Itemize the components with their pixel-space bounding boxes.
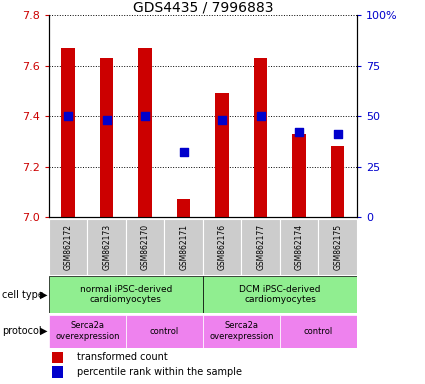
Bar	[254, 58, 267, 217]
Text: cell type: cell type	[2, 290, 44, 300]
Bar	[100, 58, 113, 217]
Point	[296, 129, 303, 136]
Text: control: control	[304, 327, 333, 336]
Text: GSM862177: GSM862177	[256, 223, 265, 270]
Bar	[139, 48, 152, 217]
Bar	[203, 315, 280, 348]
Text: control: control	[150, 327, 179, 336]
Text: percentile rank within the sample: percentile rank within the sample	[76, 367, 241, 377]
Bar	[241, 219, 280, 275]
Bar	[126, 315, 203, 348]
Text: ▶: ▶	[40, 326, 47, 336]
Point	[334, 131, 341, 137]
Text: ▶: ▶	[40, 290, 47, 300]
Text: DCM iPSC-derived
cardiomyocytes: DCM iPSC-derived cardiomyocytes	[239, 285, 321, 305]
Bar	[215, 93, 229, 217]
Bar	[331, 146, 345, 217]
Bar	[49, 315, 126, 348]
Point	[219, 117, 226, 123]
Text: Serca2a
overexpression: Serca2a overexpression	[55, 321, 120, 341]
Text: GSM862170: GSM862170	[141, 223, 150, 270]
Bar	[318, 219, 357, 275]
Bar	[280, 315, 357, 348]
Bar	[49, 219, 88, 275]
Point	[142, 113, 149, 119]
Bar	[177, 199, 190, 217]
Bar	[52, 366, 63, 378]
Text: GSM862175: GSM862175	[333, 223, 342, 270]
Bar	[52, 352, 63, 363]
Text: GSM862171: GSM862171	[179, 224, 188, 270]
Point	[65, 113, 71, 119]
Point	[180, 149, 187, 156]
Bar	[203, 276, 357, 313]
Bar	[61, 48, 75, 217]
Text: GSM862172: GSM862172	[64, 224, 73, 270]
Text: normal iPSC-derived
cardiomyocytes: normal iPSC-derived cardiomyocytes	[80, 285, 172, 305]
Bar	[49, 276, 203, 313]
Bar	[292, 134, 306, 217]
Bar	[164, 219, 203, 275]
Text: protocol: protocol	[2, 326, 42, 336]
Point	[257, 113, 264, 119]
Text: GSM862174: GSM862174	[295, 223, 304, 270]
Title: GDS4435 / 7996883: GDS4435 / 7996883	[133, 0, 273, 14]
Bar	[280, 219, 318, 275]
Text: transformed count: transformed count	[76, 353, 167, 362]
Point	[103, 117, 110, 123]
Text: GSM862176: GSM862176	[218, 223, 227, 270]
Text: GSM862173: GSM862173	[102, 223, 111, 270]
Text: Serca2a
overexpression: Serca2a overexpression	[209, 321, 274, 341]
Bar	[126, 219, 164, 275]
Bar	[203, 219, 241, 275]
Bar	[88, 219, 126, 275]
